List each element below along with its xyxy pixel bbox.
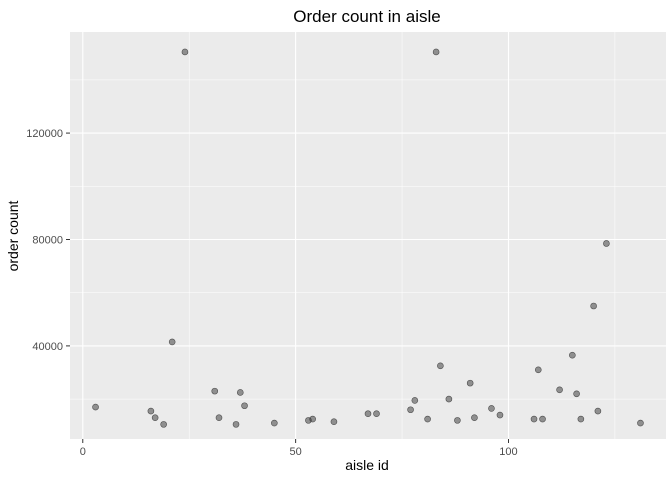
data-point [573,390,580,398]
data-point [445,395,453,403]
data-point [454,417,461,424]
data-point [577,415,585,423]
data-point [569,351,576,359]
data-point [594,407,602,415]
major-gridlines [70,32,666,439]
data-points [92,48,644,428]
data-point [488,405,495,412]
y-tick-label: 80000 [32,234,63,246]
data-point [432,48,440,56]
x-axis: 0 50 100 [80,439,518,458]
data-point [92,403,99,411]
y-axis-title: order count [5,200,21,271]
y-tick-label: 120000 [26,128,63,140]
data-point [556,386,563,394]
data-point [364,410,372,418]
y-axis: 40000 80000 120000 [26,128,70,353]
plot-panel [70,32,666,439]
data-point [534,366,542,374]
data-point [160,421,167,428]
data-point [211,387,219,395]
data-point [407,406,414,414]
data-point [147,407,155,415]
data-point [373,410,380,418]
data-point [411,397,419,404]
data-point [530,415,538,423]
data-point [181,48,189,56]
data-point [241,402,248,410]
data-point [437,362,444,370]
data-point [590,302,597,310]
data-point [637,419,644,427]
data-point [232,421,240,428]
x-tick-label: 50 [290,446,302,458]
x-tick-label: 100 [499,446,517,458]
data-point [309,415,316,423]
y-tick-label: 40000 [32,341,63,353]
data-point [496,411,504,419]
data-point [215,414,223,422]
data-point [236,389,244,396]
minor-gridlines [70,32,666,439]
data-point [151,414,159,422]
chart-title: Order count in aisle [293,7,440,26]
data-point [539,415,546,423]
data-point [168,338,176,346]
data-point [603,240,610,247]
data-point [471,414,478,422]
data-point [330,418,338,426]
data-point [424,415,431,423]
x-axis-title: aisle id [345,457,389,473]
data-point [466,379,474,387]
data-point [271,419,278,427]
x-tick-label: 0 [80,446,86,458]
